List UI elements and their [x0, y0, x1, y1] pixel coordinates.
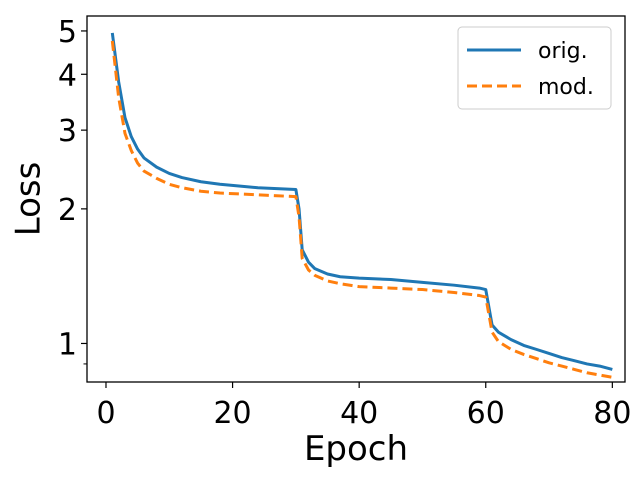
x-axis-label: Epoch	[304, 429, 408, 469]
y-tick-label: 2	[58, 193, 77, 228]
x-tick-label: 0	[96, 396, 115, 431]
legend-box	[457, 26, 612, 110]
y-axis-label: Loss	[9, 162, 49, 237]
x-axis: 0 20 40 60 80	[96, 382, 631, 431]
legend: orig. mod.	[457, 26, 612, 110]
y-tick-label: 1	[58, 327, 77, 362]
x-tick-label: 20	[213, 396, 251, 431]
y-axis: 1 2 3 4 5	[58, 15, 87, 365]
plot-frame	[86, 15, 626, 383]
series-layer	[110, 32, 613, 379]
x-tick-label: 60	[467, 396, 505, 431]
legend-label-orig: orig.	[538, 39, 588, 64]
series-line-mod	[110, 40, 613, 379]
y-tick-label: 4	[58, 58, 77, 93]
y-tick-label: 5	[58, 15, 77, 50]
x-tick-label: 80	[593, 396, 631, 431]
legend-label-mod: mod.	[538, 75, 594, 100]
series-line-orig	[110, 32, 613, 371]
y-tick-label: 3	[58, 114, 77, 149]
x-tick-label: 40	[340, 396, 378, 431]
